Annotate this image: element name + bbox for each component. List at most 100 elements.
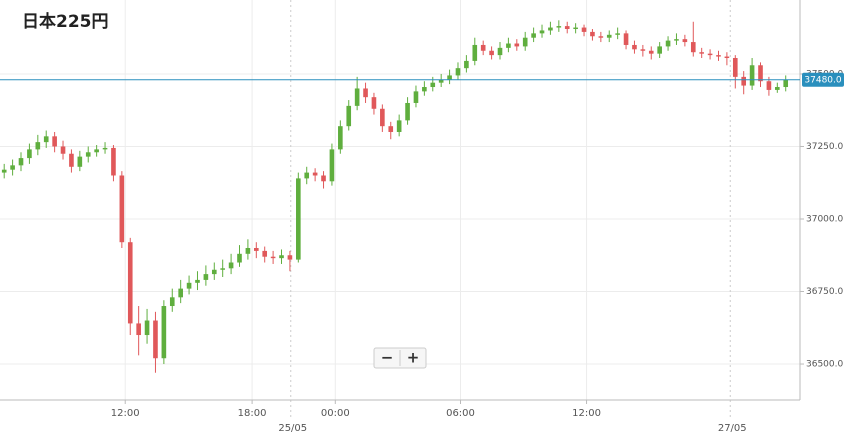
candle-body [338,126,343,150]
candle-body [489,50,494,56]
candle-body [472,44,478,61]
candle-body [228,262,234,269]
candle-body [27,149,32,159]
candle-body [69,153,74,167]
candle-body [279,255,284,259]
candle-body [581,27,587,32]
candle-body [716,55,721,57]
candle-body [262,250,268,257]
candle-body [573,27,578,30]
candle-body [161,306,167,359]
candle-body [43,136,49,143]
candle-body [480,44,486,51]
y-tick-label: 36500.0 [806,360,843,370]
candle-body [422,87,427,92]
candle-body [178,288,183,298]
candle-body [548,27,553,31]
candle-body [102,147,108,150]
candle-body [119,175,125,243]
candle-body [10,165,15,170]
candle-body [707,53,713,56]
x-tick-label: 12:00 [572,408,601,419]
candle-body [237,253,242,263]
candle-body [144,320,150,336]
candle-body [346,105,352,127]
candle-body [438,79,444,83]
candle-body [539,30,545,34]
candle-body [506,43,511,48]
candle-body [186,282,192,289]
candle-body [85,152,91,157]
candle-body [245,248,251,254]
chart-title: 日本225円 [22,11,109,32]
candle-body [287,255,293,260]
candle-body [682,39,688,43]
candle-body [18,158,24,166]
candle-body [606,34,612,38]
candle-body [640,49,646,51]
candle-body [136,323,141,336]
candle-body [430,82,436,88]
zoom-in[interactable]: + [407,349,420,367]
candle-body [657,46,662,54]
candle-body [455,68,461,76]
candle-body [447,75,452,80]
candle-body [632,44,637,50]
candle-body [674,39,679,41]
y-tick-label: 37250.0 [806,142,843,152]
candle-body [758,65,763,82]
candle-body [371,97,377,109]
candle-body [531,33,536,38]
candle-body [590,31,595,37]
candle-body [270,256,276,259]
candle-body [153,320,158,359]
y-tick-label: 36750.0 [806,287,843,297]
date-label: 27/05 [718,423,747,434]
candle-body [60,146,66,154]
grid [0,0,800,420]
candle-body [380,108,385,127]
candle-body [749,65,755,86]
candle-body [464,60,469,69]
candle-body [220,268,225,270]
candle-body [522,37,528,47]
candle-body [296,178,301,260]
date-label: 25/05 [278,423,307,434]
candle-body [304,172,310,179]
candle-body [127,242,133,324]
candle-body [396,120,402,132]
candle-body [783,79,789,88]
candle-body [732,58,738,77]
candle-body [354,88,360,106]
y-tick-label: 37000.0 [806,214,843,224]
candle-body [211,269,217,275]
candle-body [741,76,747,86]
candle-body [724,56,730,59]
candle-body [329,149,335,182]
last-price-box [802,72,844,87]
x-tick-label: 06:00 [446,408,475,419]
candle-body [690,42,696,53]
zoom-out[interactable]: − [381,349,394,367]
candle-body [94,149,99,153]
candle-body [111,147,116,176]
candle-body [253,248,259,251]
candle-body [497,47,503,56]
candle-body [699,52,704,54]
candle-body [615,33,620,35]
candle-body [405,102,410,121]
candle-body [623,33,629,45]
candle-body [363,88,368,98]
x-tick-label: 00:00 [321,408,350,419]
candle-body [388,126,394,132]
candle-body [514,43,520,47]
candle-body [312,172,318,176]
last-price-label: 37480.0 [804,75,841,85]
candle-body [169,297,175,307]
candle-body [598,36,604,38]
x-tick-label: 12:00 [111,408,140,419]
candle-body [775,87,780,90]
candle-body [35,142,41,150]
candle-body [195,279,200,283]
